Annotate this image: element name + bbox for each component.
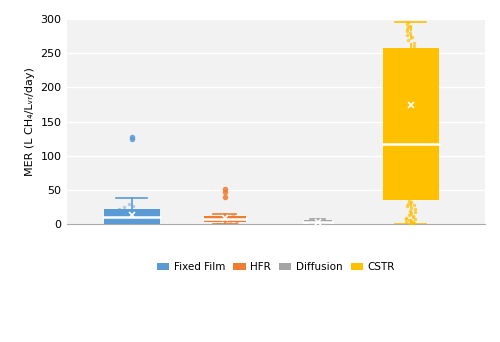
Bar (204, 216, 246, 222)
Bar (104, 209, 160, 224)
Bar (382, 48, 438, 200)
Legend: Fixed Film, HFR, Diffusion, CSTR: Fixed Film, HFR, Diffusion, CSTR (152, 258, 399, 277)
Bar (304, 220, 332, 223)
Y-axis label: MER (L CH₄/Lᵥᵣ/day): MER (L CH₄/Lᵥᵣ/day) (25, 67, 35, 176)
